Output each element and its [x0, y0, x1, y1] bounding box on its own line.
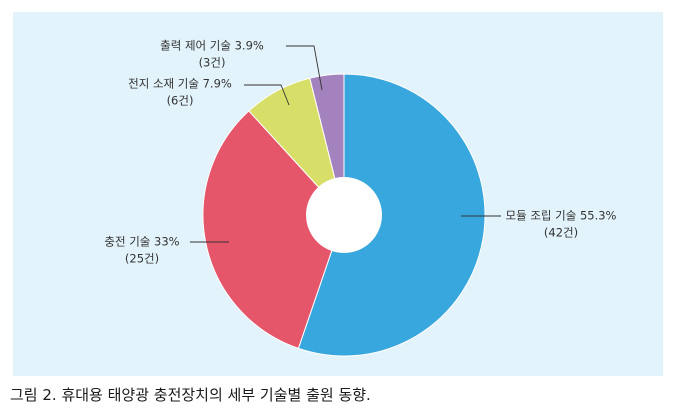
slice-label-1: 모듈 조립 기술 55.3%: [506, 209, 617, 223]
donut-hole: [306, 177, 382, 253]
slice-count-1: (42건): [544, 226, 578, 240]
slice-count-3: (6건): [167, 94, 194, 108]
pie-slice-1: [297, 73, 486, 357]
pie-slice-2: [202, 110, 345, 350]
slice-label-2: 충전 기술 33%: [104, 235, 179, 249]
slice-label-4: 출력 제어 기술 3.9%: [160, 39, 264, 53]
slice-count-2: (25건): [125, 252, 159, 266]
pie-chart: 모듈 조립 기술 55.3% (42건) 충전 기술 33% (25건) 전지 소재 기…: [104, 39, 617, 357]
leader-line-4: [286, 45, 323, 91]
figure-caption: 그림 2. 휴대용 태양광 충전장치의 세부 기술별 출원 동향.: [10, 386, 371, 404]
chart-panel: 모듈 조립 기술 55.3% (42건) 충전 기술 33% (25건) 전지 소재 기…: [13, 12, 663, 376]
leader-line-3: [244, 84, 290, 106]
slice-count-4: (3건): [199, 56, 226, 70]
slice-label-3: 전지 소재 기술 7.9%: [128, 77, 232, 91]
